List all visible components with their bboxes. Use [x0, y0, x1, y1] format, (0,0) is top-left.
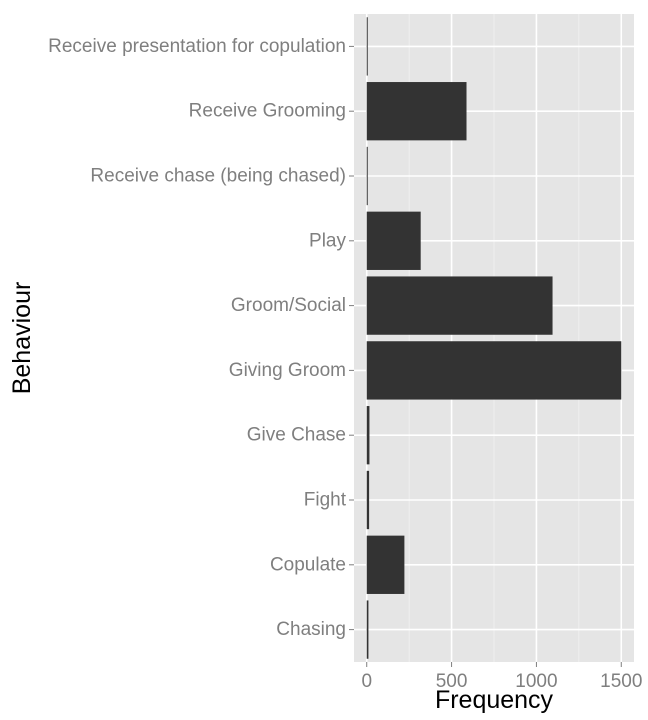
x-tick-label: 500 [436, 671, 468, 692]
y-tick-label: Play [309, 230, 346, 251]
bar-copulate [366, 535, 405, 594]
bar-groom-social [366, 276, 553, 335]
y-axis: Chasing Copulate Fight Give Chase Giving Gro… [48, 36, 354, 640]
bar-receive-presentation-for-copulation [366, 17, 368, 76]
bars [366, 17, 622, 659]
bar-play [366, 211, 421, 270]
y-tick-label: Give Chase [247, 425, 346, 446]
y-tick-label: Giving Groom [229, 360, 346, 381]
x-tick-label: 0 [361, 671, 372, 692]
bar-receive-chase-being-chased [366, 146, 368, 206]
bar-give-chase [366, 406, 370, 465]
x-tick-label: 1500 [600, 671, 642, 692]
y-tick-label: Copulate [270, 554, 346, 575]
bar-fight [366, 470, 370, 530]
x-axis: 0 500 1000 1500 [361, 662, 642, 692]
y-tick-label: Receive presentation for copulation [48, 36, 346, 57]
x-axis-title: Frequency [435, 686, 554, 714]
y-tick-label: Receive chase (being chased) [90, 166, 346, 187]
y-tick-label: Fight [304, 490, 347, 511]
bar-giving-groom [366, 341, 622, 400]
x-tick-label: 1000 [515, 671, 557, 692]
bar-receive-grooming [366, 82, 467, 141]
y-axis-title: Behaviour [8, 282, 36, 395]
y-tick-label: Groom/Social [231, 295, 346, 316]
y-tick-label: Chasing [276, 619, 346, 640]
y-tick-label: Receive Grooming [189, 101, 346, 122]
bar-chasing [366, 600, 369, 659]
